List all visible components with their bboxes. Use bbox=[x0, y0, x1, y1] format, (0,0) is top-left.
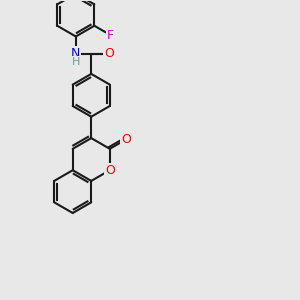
Text: O: O bbox=[121, 133, 131, 146]
Text: O: O bbox=[104, 47, 114, 60]
Text: H: H bbox=[72, 57, 80, 67]
Text: F: F bbox=[107, 29, 114, 42]
Text: N: N bbox=[71, 47, 80, 60]
Text: O: O bbox=[105, 164, 115, 177]
